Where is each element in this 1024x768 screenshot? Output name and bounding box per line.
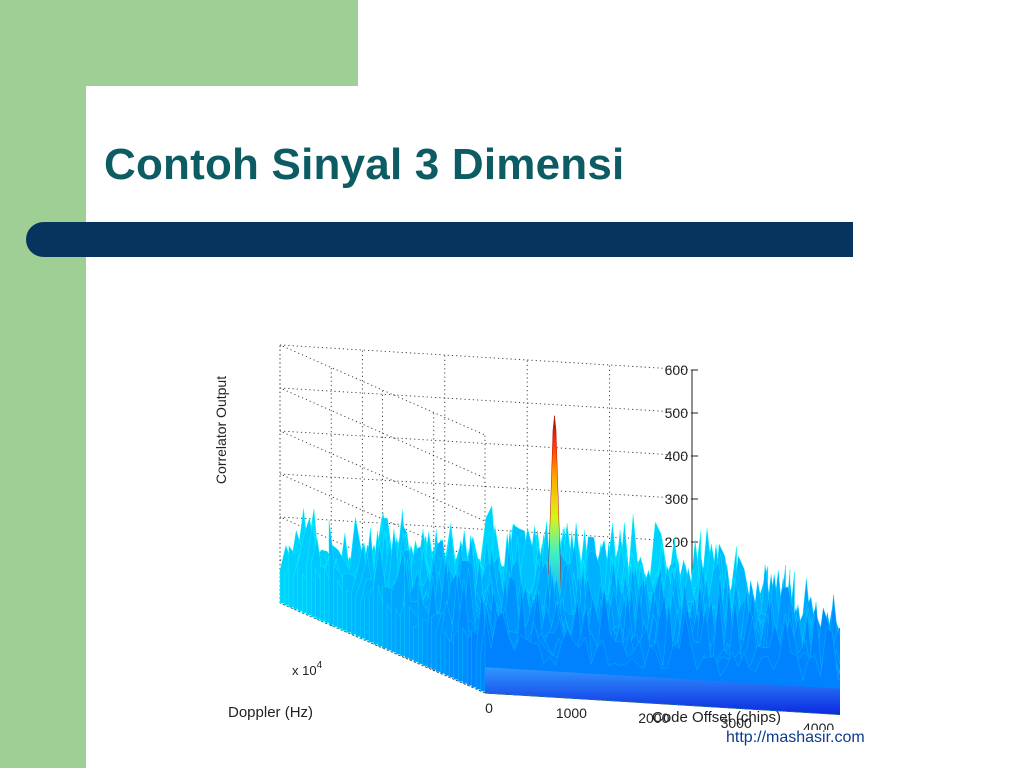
content-corner [86,86,146,146]
x-tick-label: 3000 [721,715,752,730]
grid-line [279,473,693,565]
grid-line [279,516,693,608]
title-rule [26,222,853,257]
slide-title: Contoh Sinyal 3 Dimensi [104,140,625,189]
y-exponent-label: x 104 [292,660,323,678]
x-axis-label: Code Offset (chips) [652,709,781,726]
x-tick-label: 4000 [803,720,834,730]
z-tick-label: 600 [665,362,689,378]
y-axis-label: Doppler (Hz) [228,704,313,721]
surface-chart: 010020030040050060010.50-0.5-15000400030… [200,285,840,730]
z-axis-label: Correlator Output [213,376,229,484]
surface-front-edge [485,667,840,715]
top-band [86,0,358,86]
z-tick-label: 500 [665,405,689,421]
x-tick-label: 2000 [638,710,669,726]
axis-labels: Correlator Output Doppler (Hz) Code Offs… [213,376,781,726]
surface-chart-svg: 010020030040050060010.50-0.5-15000400030… [213,344,840,730]
grid-line [279,430,693,522]
z-tick-label: 400 [665,448,689,464]
z-tick-label: 300 [665,491,689,507]
grid-line [279,344,693,436]
grid-line [279,387,693,479]
x-tick-label: 1000 [556,705,587,721]
sidebar-band [0,0,86,768]
source-link[interactable]: http://mashasir.com [726,729,865,746]
x-tick-label: 0 [485,700,493,716]
surface [279,415,840,715]
z-tick-label: 200 [665,534,689,550]
